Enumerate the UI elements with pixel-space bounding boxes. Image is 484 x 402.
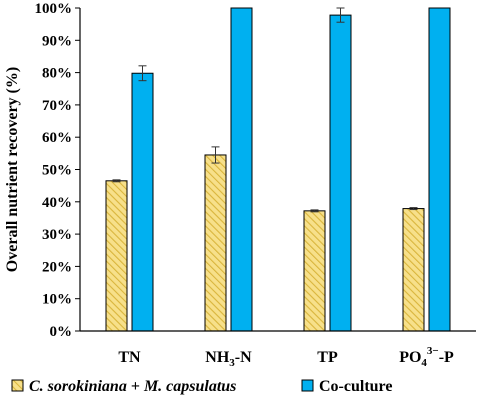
y-tick-label: 70% (42, 98, 72, 114)
x-category-label: TN (118, 349, 141, 366)
legend-swatch-1 (301, 379, 314, 392)
axes (79, 8, 476, 332)
x-axis-labels: TN NH3-N TP PO43−-P (118, 345, 454, 369)
bar-series0-3 (402, 208, 425, 332)
bar-series1-0 (131, 72, 154, 332)
y-tick-label: 10% (42, 292, 72, 308)
bar-series1-1 (230, 7, 253, 332)
y-tick-label: 60% (42, 130, 72, 146)
y-axis-ticks: 0% 10% 20% 30% 40% 50% 60% 70% 80% 90% 100% (35, 1, 80, 340)
legend: C. sorokiniana + M. capsulatus Co-culture (11, 378, 392, 395)
error-bars (112, 7, 418, 213)
bar-series0-1 (204, 154, 227, 332)
y-tick-label: 0% (50, 324, 73, 340)
y-tick-label: 50% (42, 163, 72, 179)
x-category-label: PO43−-P (399, 345, 454, 369)
x-category-label: NH3-N (205, 349, 252, 369)
y-tick-label: 100% (35, 1, 73, 17)
legend-swatch-0 (11, 379, 24, 392)
y-tick-label: 20% (42, 259, 72, 275)
y-tick-label: 90% (42, 33, 72, 49)
y-tick-label: 80% (42, 66, 72, 82)
legend-label-0: C. sorokiniana + M. capsulatus (29, 378, 236, 395)
y-axis-title: Overall nutrient recovery (%) (4, 67, 21, 272)
y-tick-label: 40% (42, 195, 72, 211)
legend-label-1: Co-culture (319, 378, 392, 395)
bar-series1-3 (428, 7, 451, 332)
y-tick-label: 30% (42, 227, 72, 243)
bar-series0-2 (303, 210, 326, 332)
bars (105, 7, 451, 332)
bar-series0-0 (105, 180, 128, 332)
x-category-label: TP (317, 349, 338, 366)
bar-series1-2 (329, 14, 352, 332)
